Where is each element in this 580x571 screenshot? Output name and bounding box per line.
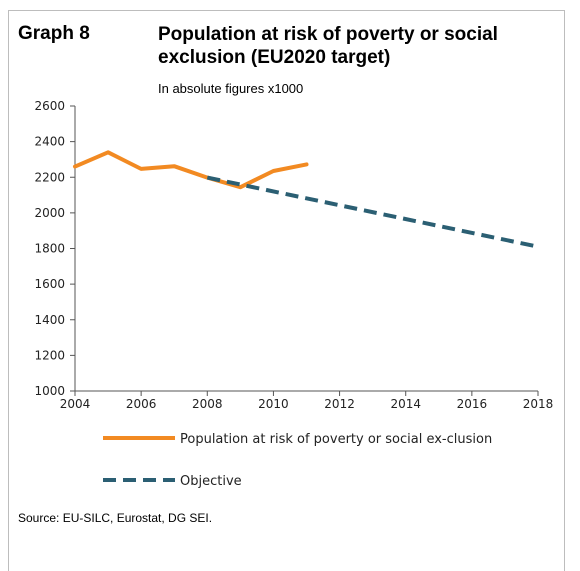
y-tick-label: 1200 — [34, 348, 65, 362]
population-series-line — [73, 150, 309, 190]
chart-panel — [8, 10, 565, 571]
chart-axes: 1000 1200 1400 1600 1800 2000 2200 2400 2600 2004… — [34, 99, 553, 411]
legend-label-objective: Objective — [180, 474, 242, 489]
x-tick-label: 2004 — [60, 397, 91, 411]
y-tick-label: 2400 — [34, 135, 65, 149]
legend-label-population: Population at risk of poverty or social … — [180, 432, 492, 447]
y-tick-label: 2600 — [34, 99, 65, 113]
x-tick-label: 2018 — [523, 397, 554, 411]
chart-series — [73, 150, 539, 249]
y-tick-label: 2200 — [34, 170, 65, 184]
line-chart: 1000 1200 1400 1600 1800 2000 2200 2400 2600 2004… — [34, 99, 553, 489]
objective-series-line — [206, 175, 539, 249]
x-tick-label: 2014 — [390, 397, 421, 411]
graph-number-label: Graph 8 — [18, 23, 90, 44]
chart-legend: Population at risk of poverty or social … — [103, 432, 492, 489]
y-tick-label: 1000 — [34, 384, 65, 398]
y-tick-label: 1400 — [34, 313, 65, 327]
y-tick-label: 2000 — [34, 206, 65, 220]
chart-subtitle: In absolute figures x1000 — [158, 81, 304, 96]
chart-title: Population at risk of poverty or social … — [158, 24, 498, 68]
x-tick-label: 2012 — [324, 397, 355, 411]
x-tick-label: 2010 — [258, 397, 289, 411]
y-tick-label: 1800 — [34, 242, 65, 256]
x-tick-label: 2016 — [457, 397, 488, 411]
source-note: Source: EU-SILC, Eurostat, DG SEI. — [18, 511, 213, 525]
x-tick-label: 2008 — [192, 397, 223, 411]
x-tick-label: 2006 — [126, 397, 157, 411]
y-tick-label: 1600 — [34, 277, 65, 291]
